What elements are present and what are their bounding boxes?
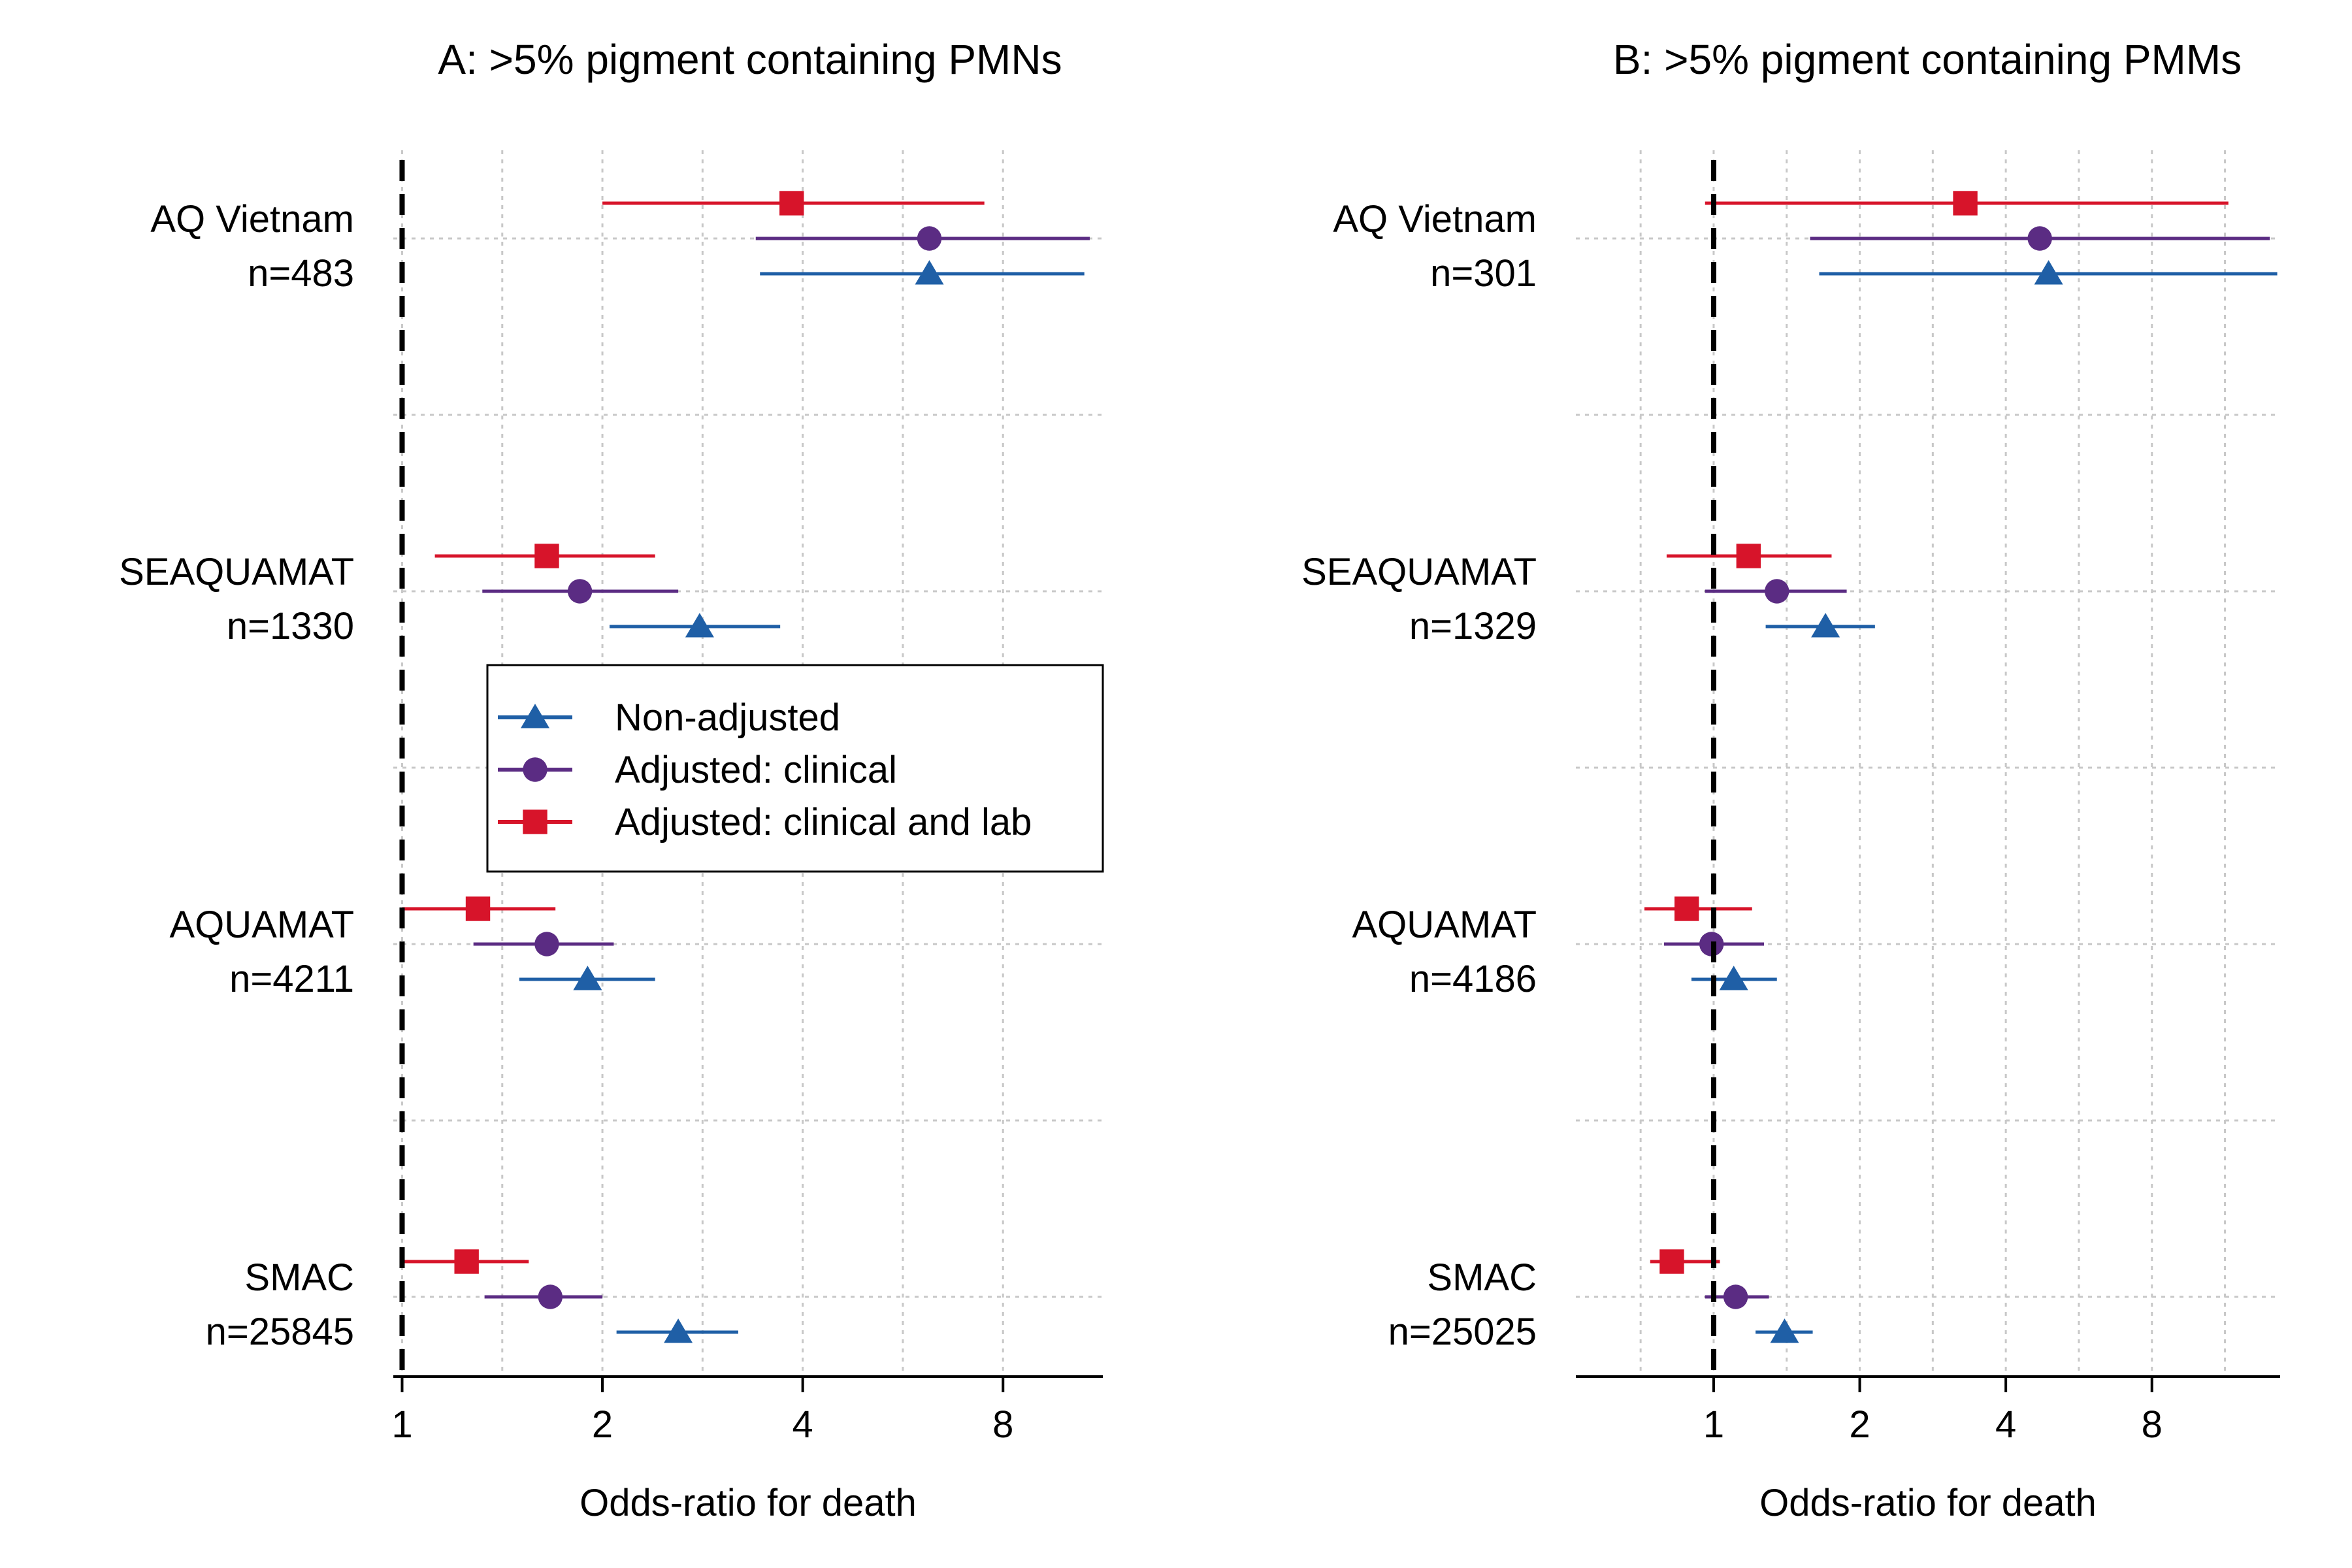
legend-label: Adjusted: clinical xyxy=(615,749,897,791)
x-tick-label: 1 xyxy=(1703,1403,1724,1446)
point-estimate-triangle xyxy=(664,1318,693,1343)
study-n-label: n=25025 xyxy=(1388,1311,1537,1353)
point-estimate-square xyxy=(1953,191,1978,216)
study-name-label: AQ Vietnam xyxy=(150,198,354,240)
panel-a: A: >5% pigment containing PMNs AQ Vietnam… xyxy=(119,36,1104,1524)
study-n-label: n=301 xyxy=(1430,252,1537,295)
chart-title: B: >5% pigment containing PMMs xyxy=(1613,36,2242,83)
point-estimate-circle xyxy=(538,1284,563,1309)
point-estimate-square xyxy=(465,896,491,921)
point-estimate-triangle xyxy=(685,613,714,638)
x-tick-label: 8 xyxy=(2142,1403,2163,1446)
x-axis-title: Odds-ratio for death xyxy=(1759,1482,2097,1524)
study-n-label: n=1330 xyxy=(227,605,354,647)
point-estimate-square xyxy=(534,544,559,568)
point-estimate-square xyxy=(779,191,804,216)
point-estimate-triangle xyxy=(2034,260,2063,285)
study-n-label: n=4186 xyxy=(1409,958,1537,1000)
point-estimate-triangle xyxy=(1811,613,1840,638)
panel-b: B: >5% pigment containing PMMs AQ Vietnam… xyxy=(1301,36,2280,1524)
legend-box xyxy=(486,664,1104,873)
x-tick-label: 2 xyxy=(1849,1403,1870,1446)
study-name-label: AQ Vietnam xyxy=(1333,198,1537,240)
point-estimate-triangle xyxy=(1719,966,1748,990)
point-estimate-circle xyxy=(567,579,593,604)
study-name-label: AQUAMAT xyxy=(1352,904,1537,946)
point-estimate-circle xyxy=(1765,579,1789,604)
legend-label: Non-adjusted xyxy=(615,696,840,739)
point-estimate-circle xyxy=(1723,1284,1748,1309)
study-name-label: AQUAMAT xyxy=(170,904,355,946)
point-estimate-square xyxy=(454,1249,479,1274)
point-estimate-circle xyxy=(2027,226,2052,251)
point-estimate-circle xyxy=(917,226,942,251)
point-estimate-triangle xyxy=(1770,1318,1799,1343)
study-n-label: n=1329 xyxy=(1409,605,1537,647)
x-tick-label: 4 xyxy=(792,1403,813,1446)
legend-label: Adjusted: clinical and lab xyxy=(615,801,1032,843)
study-name-label: SMAC xyxy=(1427,1256,1537,1299)
study-n-label: n=483 xyxy=(248,252,354,295)
point-estimate-triangle xyxy=(573,966,602,990)
study-n-label: n=25845 xyxy=(206,1311,354,1353)
point-estimate-circle xyxy=(534,932,559,956)
study-name-label: SMAC xyxy=(244,1256,354,1299)
legend-swatch-circle xyxy=(523,757,547,782)
study-n-label: n=4211 xyxy=(229,958,354,1000)
point-estimate-square xyxy=(1674,896,1699,921)
point-estimate-square xyxy=(1659,1249,1684,1274)
chart-title: A: >5% pigment containing PMNs xyxy=(438,36,1062,83)
x-axis-title: Odds-ratio for death xyxy=(580,1482,917,1524)
study-name-label: SEAQUAMAT xyxy=(119,551,354,593)
point-estimate-square xyxy=(1736,544,1761,568)
study-name-label: SEAQUAMAT xyxy=(1301,551,1537,593)
x-tick-label: 1 xyxy=(391,1403,412,1446)
x-tick-label: 8 xyxy=(992,1403,1013,1446)
x-tick-label: 4 xyxy=(1995,1403,2016,1446)
x-tick-label: 2 xyxy=(592,1403,613,1446)
point-estimate-triangle xyxy=(915,260,944,285)
legend-swatch-triangle xyxy=(521,704,549,728)
legend-swatch-square xyxy=(523,809,547,834)
